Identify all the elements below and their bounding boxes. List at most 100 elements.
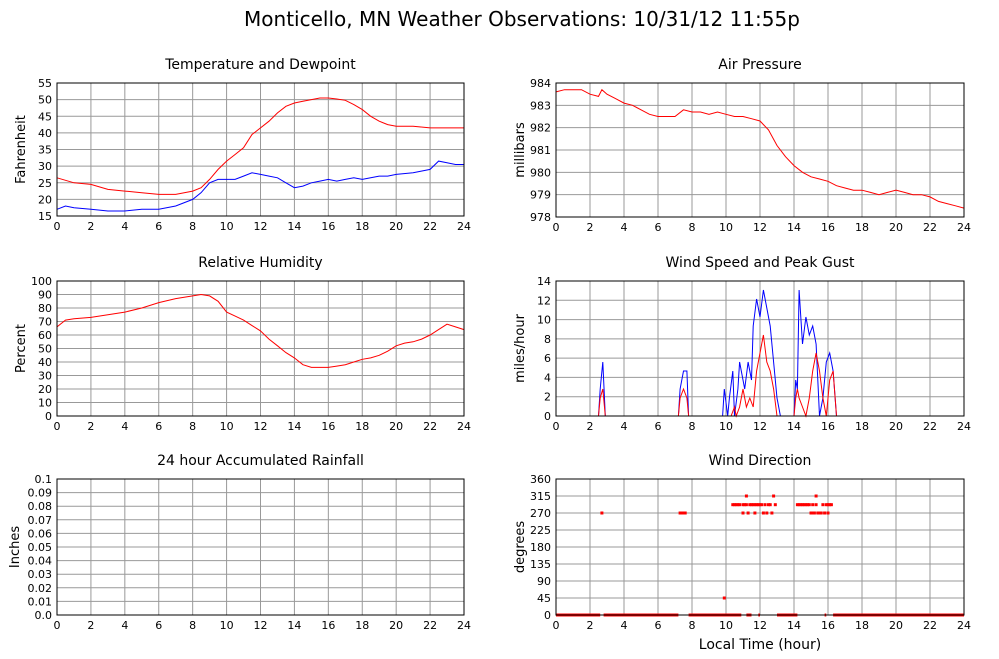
y-tick-label: 4 [544, 371, 551, 384]
direction-point [744, 494, 748, 498]
x-tick-label: 22 [923, 221, 937, 234]
y-tick-label: 40 [38, 356, 52, 369]
direction-point [802, 503, 806, 507]
direction-point [801, 503, 804, 507]
y-tick-label: 980 [530, 166, 551, 179]
x-tick-label: 2 [587, 619, 594, 632]
x-tick-label: 10 [220, 220, 234, 233]
x-tick-label: 24 [957, 221, 971, 234]
y-tick-label: 0.09 [28, 487, 53, 500]
y-tick-label: 984 [530, 77, 551, 90]
y-tick-label: 981 [530, 144, 551, 157]
direction-point [767, 503, 770, 507]
direction-point [678, 511, 682, 515]
direction-point [826, 503, 830, 507]
y-axis-label: Inches [8, 526, 23, 568]
direction-point [682, 511, 685, 515]
chart-title: Air Pressure [718, 57, 801, 73]
x-tick-label: 8 [689, 420, 696, 433]
y-tick-label: 70 [38, 316, 52, 329]
direction-point [804, 503, 808, 507]
y-tick-label: 982 [530, 122, 551, 135]
x-tick-label: 14 [287, 420, 301, 433]
x-tick-label: 18 [355, 220, 369, 233]
direction-point [758, 503, 762, 507]
chart-title: 24 hour Accumulated Rainfall [157, 453, 364, 469]
x-tick-label: 4 [621, 420, 628, 433]
x-tick-label: 12 [753, 619, 767, 632]
y-tick-label: 0.02 [28, 582, 53, 595]
series-line-blue [556, 289, 964, 417]
x-tick-label: 16 [821, 221, 835, 234]
y-axis-label: Percent [14, 324, 29, 373]
x-tick-label: 4 [121, 420, 128, 433]
y-tick-label: 40 [38, 127, 52, 140]
chart-title: Wind Direction [709, 453, 812, 469]
y-tick-label: 90 [38, 289, 52, 302]
direction-point [807, 503, 811, 507]
x-tick-label: 16 [321, 220, 335, 233]
direction-point [743, 503, 747, 507]
direction-point [748, 503, 752, 507]
x-tick-label: 14 [287, 220, 301, 233]
y-tick-label: 270 [530, 507, 551, 520]
direction-point [760, 503, 764, 507]
y-tick-label: 0.07 [28, 514, 53, 527]
x-tick-label: 22 [923, 420, 937, 433]
direction-point [828, 503, 832, 507]
direction-point [770, 511, 774, 515]
direction-point [818, 511, 821, 515]
direction-point [773, 503, 777, 507]
x-tick-label: 22 [423, 420, 437, 433]
x-tick-label: 24 [457, 619, 471, 632]
x-tick-label: 10 [719, 221, 733, 234]
x-tick-label: 24 [957, 619, 971, 632]
chart-title: Temperature and Dewpoint [164, 57, 356, 73]
x-tick-label: 22 [923, 619, 937, 632]
direction-point [799, 503, 803, 507]
x-tick-label: 24 [957, 420, 971, 433]
x-tick-label: 0 [54, 420, 61, 433]
chart-title: Relative Humidity [198, 255, 322, 271]
y-tick-label: 6 [544, 352, 551, 365]
x-tick-label: 2 [587, 420, 594, 433]
x-tick-label: 0 [553, 619, 560, 632]
x-axis-label: Local Time (hour) [699, 637, 821, 653]
x-tick-label: 22 [423, 619, 437, 632]
x-tick-label: 4 [121, 220, 128, 233]
series-line-red [56, 97, 464, 195]
y-tick-label: 20 [38, 193, 52, 206]
x-tick-label: 18 [355, 619, 369, 632]
direction-point [826, 511, 830, 515]
y-tick-label: 15 [38, 210, 52, 223]
direction-point [812, 511, 816, 515]
series-line-red [555, 88, 965, 209]
x-tick-label: 0 [54, 220, 61, 233]
direction-point [811, 503, 815, 507]
x-tick-label: 18 [855, 619, 869, 632]
x-tick-label: 8 [189, 220, 196, 233]
x-tick-label: 2 [87, 619, 94, 632]
direction-point [600, 511, 604, 515]
x-tick-label: 8 [189, 420, 196, 433]
y-tick-label: 0.01 [28, 595, 53, 608]
series-line-red [556, 334, 964, 418]
x-tick-label: 12 [254, 420, 268, 433]
x-tick-label: 16 [821, 420, 835, 433]
x-tick-label: 12 [254, 619, 268, 632]
direction-point [753, 503, 757, 507]
plot-frame [56, 82, 465, 217]
y-tick-label: 12 [537, 294, 551, 307]
x-tick-label: 8 [689, 619, 696, 632]
plot-frame [555, 478, 965, 616]
x-tick-label: 10 [719, 619, 733, 632]
x-tick-label: 4 [621, 619, 628, 632]
direction-point [814, 494, 818, 498]
direction-point [734, 503, 738, 507]
y-tick-label: 979 [530, 189, 551, 202]
direction-point [731, 503, 735, 507]
